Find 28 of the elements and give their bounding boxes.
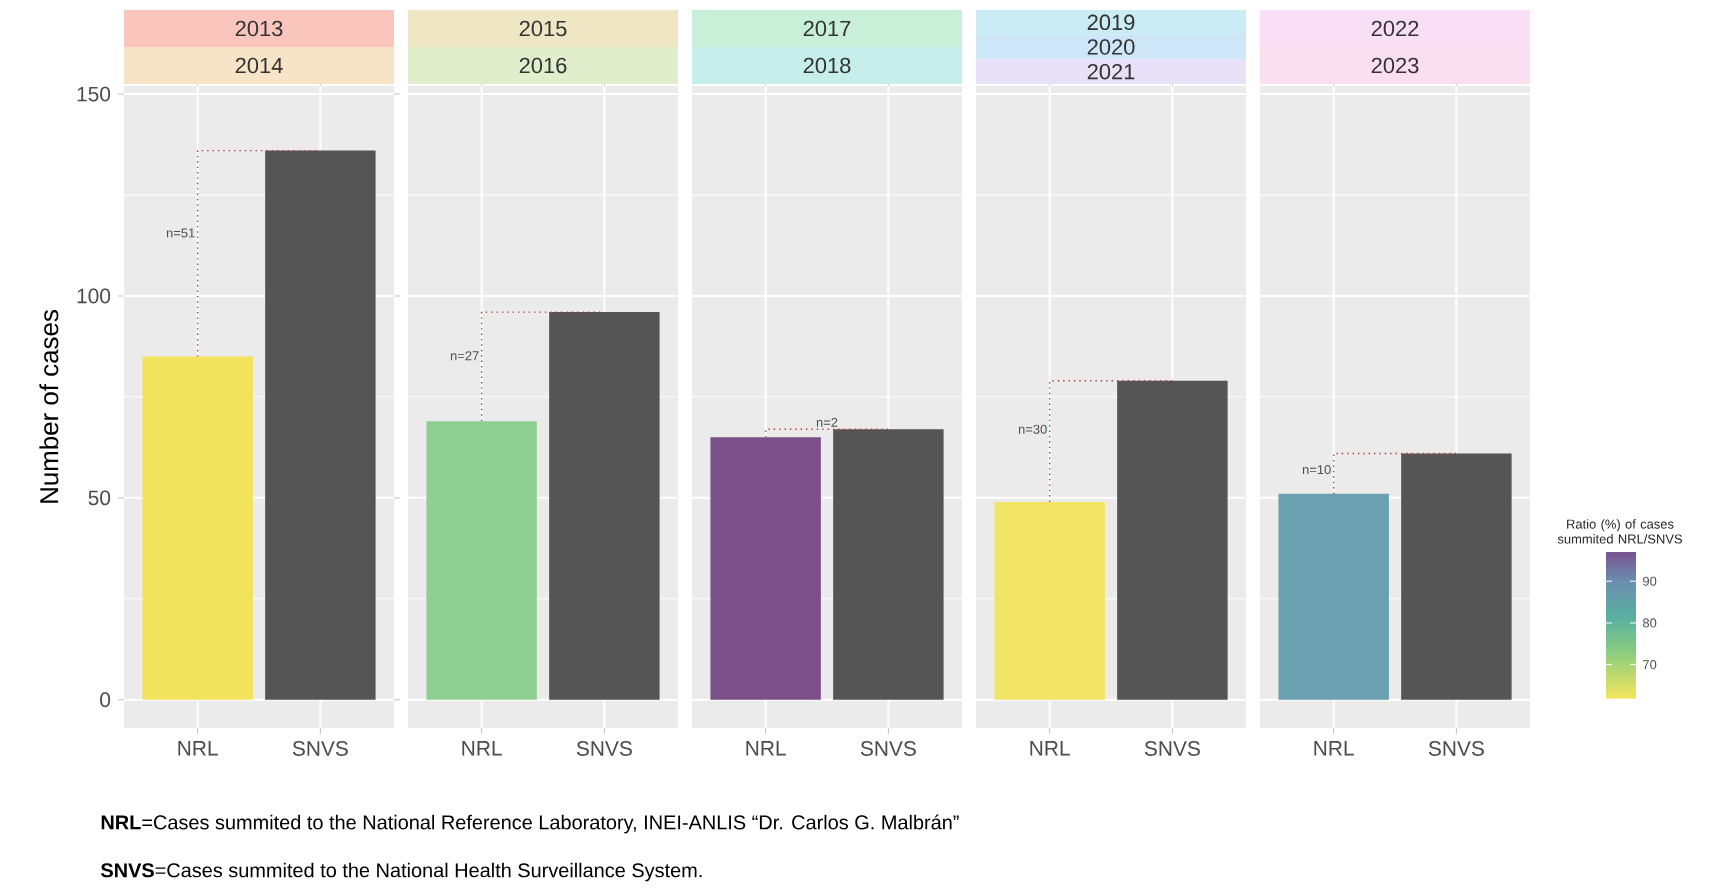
text: 2018 [803,57,851,74]
x-tick-label: SNVS [576,741,632,756]
text: 2019 [1087,14,1135,31]
x-tick-label: NRL [1314,741,1354,756]
text: 2013 [235,20,283,37]
text: 2022 [1371,20,1419,37]
text: 2014 [235,57,283,74]
x-tick-label: NRL [462,741,502,756]
y-tick-label: 150 [77,86,111,102]
x-tick-label: NRL [746,741,786,756]
text: 2023 [1371,57,1419,74]
text: 2016 [519,57,567,74]
text: 2021 [1087,63,1135,80]
x-tick-label: SNVS [1428,741,1484,756]
text: SNVS=Cases summited to the National Health Surveillance System. [100,862,702,882]
text: 2017 [803,20,851,37]
text: 2020 [1087,39,1135,55]
y-tick-label: 0 [100,692,111,708]
x-tick-label: SNVS [1144,741,1200,756]
x-tick-label: NRL [178,741,218,756]
x-tick-label: SNVS [292,741,348,756]
y-tick-label: 100 [77,288,111,304]
text: 2015 [519,20,567,37]
y-tick-label: 50 [88,490,111,506]
text: NRL=Cases summited to the National Reference Laboratory, INEI-ANLIS “Dr. Carlos G. Malbrán” [101,814,959,834]
y-axis-title: Number of cases [39,310,59,503]
x-tick-label: SNVS [860,741,916,756]
x-tick-label: NRL [1030,741,1070,756]
